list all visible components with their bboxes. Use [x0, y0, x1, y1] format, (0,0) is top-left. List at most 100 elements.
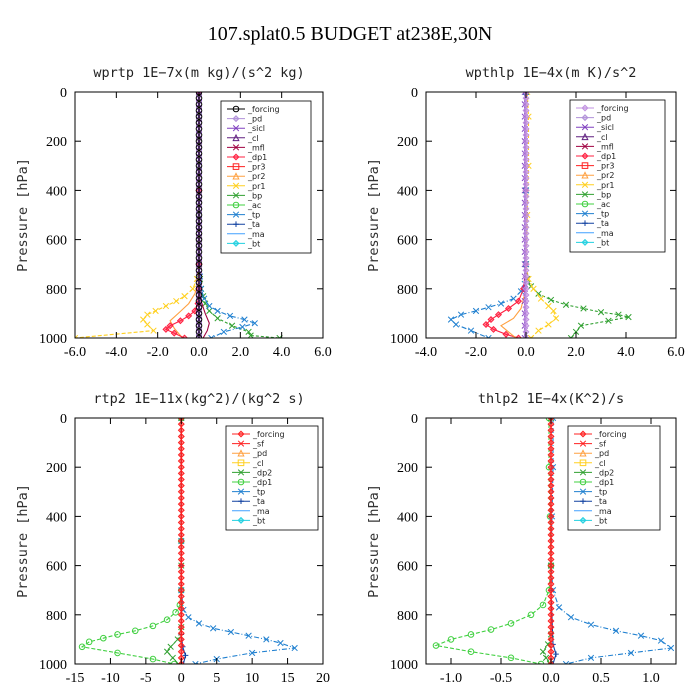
y-tick-label: 600	[46, 234, 67, 249]
legend-label: _pd	[596, 114, 611, 123]
x-tick-label: -0.5	[490, 671, 512, 686]
data-point	[522, 223, 530, 231]
data-point	[195, 273, 203, 280]
data-point	[537, 660, 545, 664]
x-tick-label: 1.0	[642, 671, 660, 686]
data-point	[467, 648, 475, 656]
legend-marker	[581, 152, 589, 160]
data-point	[177, 439, 185, 447]
legend-label: _dp2	[252, 468, 272, 477]
legend-label: _cl	[252, 459, 264, 468]
data-point	[195, 125, 203, 133]
data-point	[510, 295, 517, 302]
data-point	[220, 328, 227, 336]
legend-marker	[232, 105, 240, 113]
legend-label: _pr2	[247, 172, 265, 181]
y-tick-label: 600	[46, 560, 67, 575]
data-point	[195, 193, 203, 200]
legend-label: _dp2	[594, 468, 614, 477]
legend-label: _ta	[596, 219, 609, 228]
data-point	[487, 626, 495, 633]
data-point	[277, 639, 284, 647]
legend-marker	[580, 498, 586, 504]
x-tick-label: 6.0	[314, 345, 332, 360]
legend-label: _tp	[596, 210, 609, 219]
legend-label: _pr1	[596, 181, 614, 190]
data-point	[263, 636, 270, 643]
y-tick-label: 1000	[390, 332, 418, 347]
data-point	[547, 525, 555, 533]
series-group	[75, 92, 283, 338]
data-point	[522, 248, 530, 256]
data-point	[177, 494, 185, 502]
legend-marker	[232, 153, 240, 161]
data-point	[542, 654, 550, 662]
data-point	[131, 627, 139, 635]
data-point	[239, 323, 246, 331]
data-point	[195, 242, 203, 250]
legend-marker	[237, 478, 245, 486]
data-point	[177, 475, 185, 484]
data-point	[206, 302, 213, 310]
data-point	[547, 512, 555, 520]
legend-label: _sicl	[596, 123, 614, 132]
data-point	[177, 549, 185, 557]
legend-marker	[232, 239, 240, 247]
data-point	[487, 316, 495, 324]
data-point	[177, 482, 185, 490]
data-point	[177, 580, 185, 588]
legend-marker	[237, 516, 245, 524]
data-point	[163, 648, 171, 655]
legend-marker	[237, 459, 245, 467]
data-point	[245, 328, 252, 336]
data-point	[195, 316, 203, 323]
legend-marker	[237, 449, 245, 457]
data-point	[100, 634, 107, 642]
data-point	[507, 654, 515, 662]
legend-label: _cl	[596, 133, 608, 142]
data-point	[195, 187, 203, 194]
data-point	[195, 119, 203, 127]
data-point	[535, 327, 542, 334]
legend-label: _cl	[594, 459, 606, 468]
data-point	[597, 309, 605, 316]
legend-label: _pr1	[247, 182, 265, 191]
legend-box	[220, 100, 312, 254]
data-point	[152, 307, 159, 315]
legend-label: _sicl	[247, 124, 265, 133]
data-point	[547, 574, 555, 582]
y-tick-label: 800	[397, 609, 418, 624]
legend-marker	[581, 191, 589, 198]
data-point	[195, 254, 203, 262]
y-tick-label: 400	[46, 184, 67, 199]
y-tick-label: 200	[397, 461, 418, 476]
data-point	[195, 285, 203, 293]
series-line-3	[450, 92, 527, 338]
data-point	[535, 290, 542, 297]
y-tick-label: 200	[46, 461, 67, 476]
legend-marker	[579, 430, 587, 438]
data-point	[185, 312, 193, 320]
data-point	[195, 180, 203, 188]
legend-marker	[579, 469, 587, 476]
data-point	[547, 549, 555, 557]
data-point	[291, 644, 298, 652]
data-point	[547, 598, 555, 607]
series-line-2	[180, 418, 295, 664]
legend: _forcing_sf_pd_cl_dp2_dp1_tp_ta_ma_bt	[225, 425, 319, 531]
legend-label: _ma	[594, 507, 612, 516]
legend-marker	[582, 220, 588, 226]
legend-marker	[238, 498, 244, 504]
x-tick-label: 15	[281, 671, 295, 686]
data-point	[195, 620, 203, 627]
x-tick-label: -1.0	[440, 671, 462, 686]
data-point	[587, 654, 595, 662]
data-point	[550, 661, 556, 664]
y-tick-label: 0	[60, 86, 67, 101]
data-point	[612, 627, 620, 634]
legend-marker	[232, 192, 240, 199]
data-point	[577, 322, 585, 329]
legend-marker	[581, 181, 589, 188]
data-point	[176, 317, 184, 325]
legend-label: _bp	[247, 191, 262, 200]
